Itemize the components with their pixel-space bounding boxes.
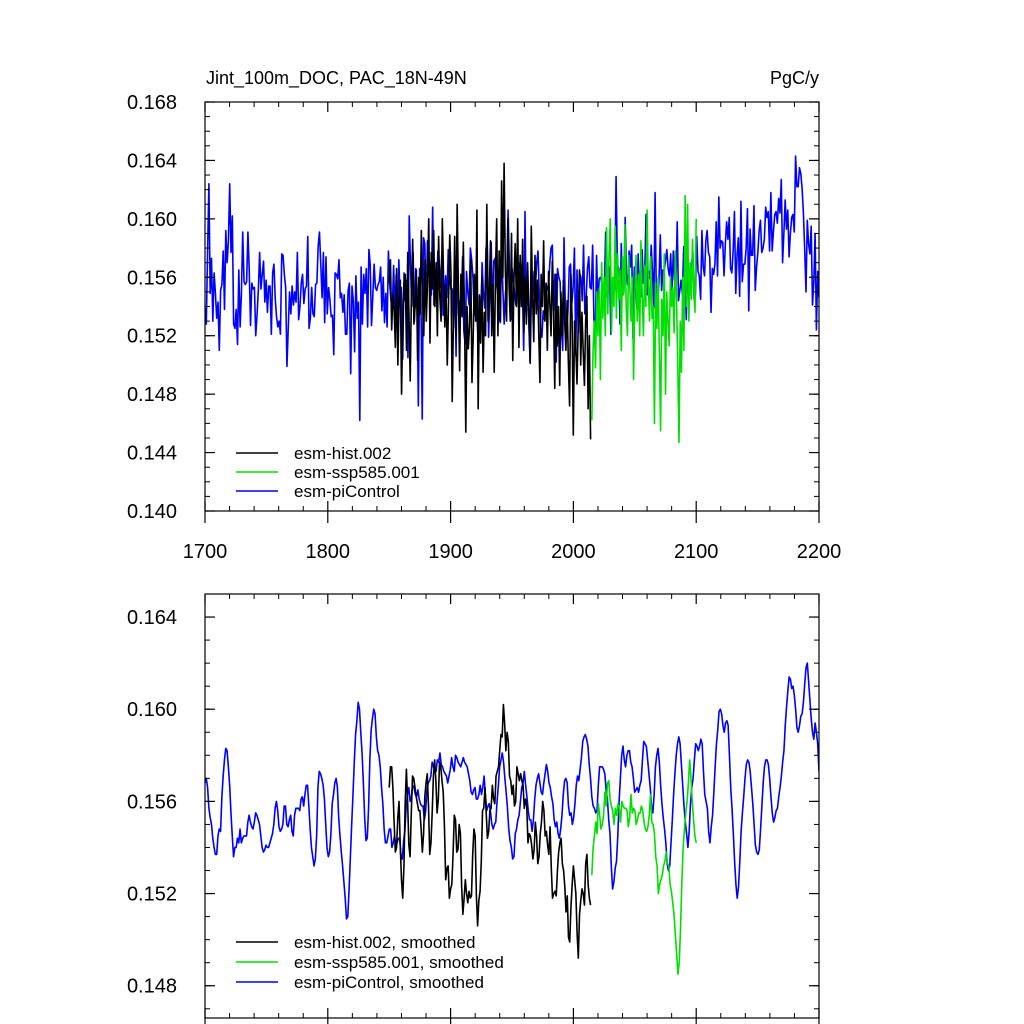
top-xtick-label: 2100	[674, 541, 719, 563]
bottom-ytick-label: 0.156	[127, 791, 177, 813]
top-series-esm-hist-002	[388, 162, 592, 440]
bottom-panel-ticks	[204, 593, 820, 1024]
top-legend-label: esm-hist.002	[294, 444, 391, 463]
top-panel-tick-labels: 0.140 0.144 0.148 0.152 0.156 0.160 0.164 0.168…	[127, 92, 841, 563]
top-xtick-label: 1900	[428, 541, 473, 563]
bottom-ytick-label: 0.160	[127, 699, 177, 721]
top-xtick-label: 2000	[551, 541, 596, 563]
top-ytick-label: 0.156	[127, 267, 177, 289]
top-panel: 0.140 0.144 0.148 0.152 0.156 0.160 0.164 0.168…	[127, 68, 841, 563]
top-panel-ticks	[204, 101, 820, 523]
bottom-ytick-label: 0.152	[127, 884, 177, 906]
bottom-series-esm-hist-002-smoothed	[388, 703, 592, 959]
bottom-panel-tick-labels: 0.148 0.152 0.156 0.160 0.164	[127, 607, 177, 998]
top-ytick-label: 0.148	[127, 384, 177, 406]
bottom-legend-label: esm-piControl, smoothed	[294, 973, 484, 992]
top-xtick-label: 2200	[797, 541, 842, 563]
bottom-ytick-label: 0.164	[127, 607, 177, 629]
bottom-series-esm-ssp585-001-smoothed	[591, 759, 697, 976]
top-xtick-label: 1800	[306, 541, 351, 563]
top-ytick-label: 0.160	[127, 209, 177, 231]
bottom-legend-label: esm-ssp585.001, smoothed	[294, 953, 504, 972]
chart-title: Jint_100m_DOC, PAC_18N-49N	[206, 68, 467, 89]
top-legend-label: esm-piControl	[294, 482, 400, 501]
bottom-panel-frame	[204, 593, 820, 1019]
bottom-legend-label: esm-hist.002, smoothed	[294, 933, 475, 952]
top-series-esm-ssp585-001	[591, 194, 697, 444]
top-xtick-label: 1700	[183, 541, 228, 563]
bottom-panel: 0.148 0.152 0.156 0.160 0.164 esm-hist.002, …	[127, 593, 820, 1024]
top-ytick-label: 0.164	[127, 150, 177, 172]
units-label: PgC/y	[770, 68, 819, 88]
top-ytick-label: 0.144	[127, 443, 177, 465]
top-legend-label: esm-ssp585.001	[294, 463, 420, 482]
top-ytick-label: 0.168	[127, 92, 177, 114]
top-ytick-label: 0.152	[127, 326, 177, 348]
bottom-series-esm-picontrol-smoothed	[205, 662, 819, 920]
bottom-ytick-label: 0.148	[127, 976, 177, 998]
bottom-panel-series	[205, 662, 819, 976]
top-panel-series	[205, 155, 819, 444]
top-ytick-label: 0.140	[127, 501, 177, 523]
